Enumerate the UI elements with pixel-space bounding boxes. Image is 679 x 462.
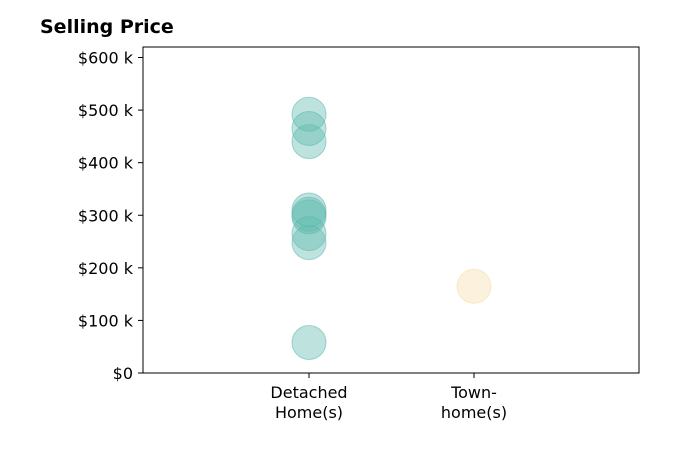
data-point xyxy=(291,124,327,160)
x-tick-label: Town-home(s) xyxy=(441,383,507,422)
x-tick-label: Detached Home(s) xyxy=(270,383,347,422)
y-tick-label: $0 xyxy=(113,364,133,383)
data-point xyxy=(291,225,327,261)
x-axis: Detached Home(s) Town-home(s) xyxy=(270,373,507,422)
data-point xyxy=(291,196,327,232)
data-point xyxy=(291,96,327,132)
y-tick-label: $100 k xyxy=(78,311,134,330)
y-tick-label: $500 k xyxy=(78,101,134,120)
data-point xyxy=(291,325,327,361)
chart-title: Selling Price xyxy=(40,16,174,38)
data-point xyxy=(291,111,327,146)
data-point xyxy=(456,268,492,304)
data-points xyxy=(291,96,492,361)
y-axis: $0 $100 k $200 k $300 k $400 k $500 k $600 k xyxy=(78,49,143,383)
plot-frame xyxy=(142,46,640,374)
data-point xyxy=(291,192,327,228)
y-tick-label: $200 k xyxy=(78,259,134,278)
y-tick-label: $400 k xyxy=(78,154,134,173)
y-tick-label: $300 k xyxy=(78,206,134,225)
y-tick-label: $600 k xyxy=(78,49,134,68)
